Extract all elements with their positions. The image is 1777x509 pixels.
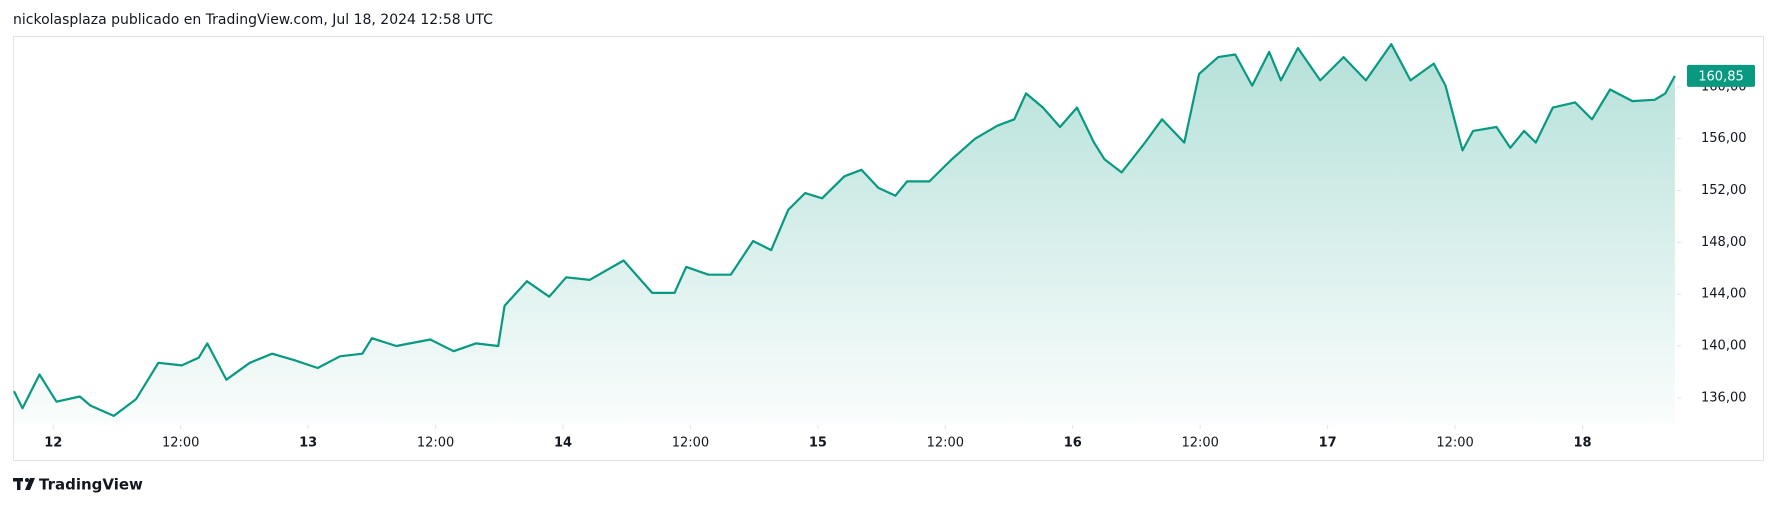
area-fill (14, 44, 1675, 425)
y-tick-label: 156,00 (1701, 131, 1747, 146)
last-price-box (1687, 64, 1755, 87)
x-tick-label: 16 (1064, 436, 1082, 451)
x-tick-label: 12:00 (1181, 436, 1218, 451)
price-line (13, 43, 1676, 417)
x-tick-label: 12 (44, 436, 62, 451)
brand-name: TradingView (39, 476, 143, 494)
y-tick-label: 152,00 (1701, 183, 1747, 198)
x-tick-label: 15 (809, 436, 827, 451)
x-tick-label: 12:00 (1436, 436, 1473, 451)
x-tick-label: 14 (554, 436, 572, 451)
x-tick-label: 12:00 (162, 436, 199, 451)
header-text: nickolasplaza publicado en TradingView.c… (13, 12, 493, 28)
y-tick-label: 148,00 (1701, 235, 1747, 250)
last-price-label: 160,85 (1698, 69, 1744, 84)
y-tick-label: 136,00 (1701, 390, 1747, 405)
x-tick-label: 12:00 (417, 436, 454, 451)
x-tick-label: 18 (1573, 436, 1591, 451)
x-tick-label: 13 (299, 436, 317, 451)
brand-logo (13, 478, 35, 490)
x-tick-label: 12:00 (672, 436, 709, 451)
y-tick-label: 140,00 (1701, 338, 1747, 353)
y-tick-label: 144,00 (1701, 287, 1747, 302)
x-tick-label: 12:00 (927, 436, 964, 451)
chart-frame (13, 36, 1764, 461)
x-tick-label: 17 (1319, 436, 1337, 451)
